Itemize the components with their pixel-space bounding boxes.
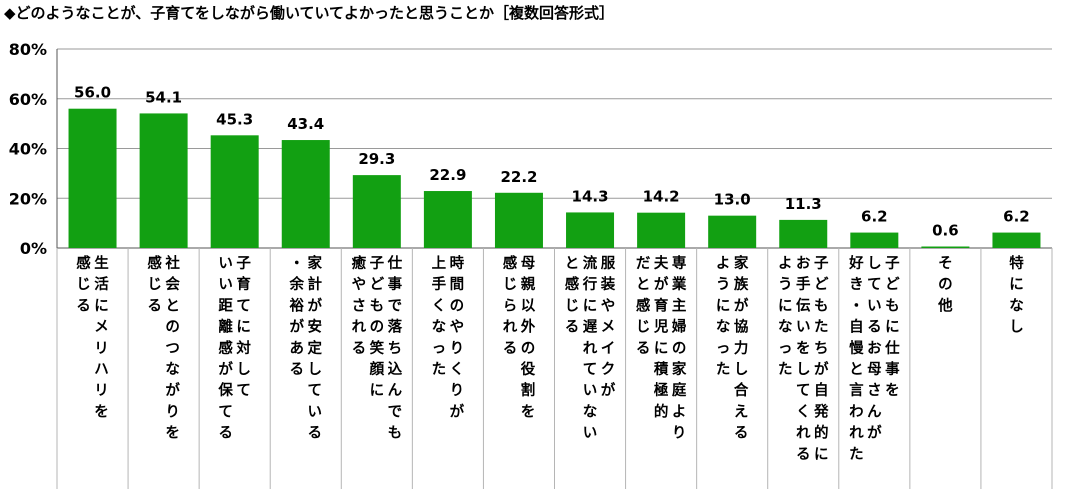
- category-label: 癒やされる: [352, 254, 367, 357]
- category-label: 家計が安定している: [308, 254, 323, 442]
- category-label: お手伝いをしてくれる: [796, 255, 811, 463]
- category-label: 仕事で落ち込んでも: [387, 254, 403, 442]
- data-label: 6.2: [861, 208, 888, 226]
- category-label: ・余裕がある: [289, 256, 305, 378]
- category-label: 夫が育児に積極的: [653, 254, 669, 420]
- bar: [850, 232, 899, 248]
- category-label: 母親以外の役割を: [521, 255, 536, 420]
- bar: [139, 113, 188, 249]
- data-label: 0.6: [932, 222, 959, 240]
- data-label: 6.2: [1003, 208, 1030, 226]
- data-label: 29.3: [358, 150, 395, 168]
- data-label: 11.3: [785, 195, 822, 213]
- category-label: 感じる: [76, 254, 91, 314]
- value-labels: 56.0 54.1 45.3 43.4 29.3 22.9 22.2 14.3 14.2 13.0…: [74, 84, 1030, 240]
- category-label: 子どもに仕事を: [884, 255, 900, 399]
- bar: [210, 135, 259, 248]
- bars: [68, 108, 1041, 249]
- category-label: ようになった: [716, 255, 731, 378]
- category-label: と感じる: [565, 255, 580, 336]
- category-label: いい距離感が保てる: [217, 256, 233, 442]
- category-label: 社会とのつながりを: [164, 254, 180, 442]
- bar: [921, 246, 970, 248]
- category-label: 家族が協力し合える: [733, 254, 749, 442]
- category-label: 感じる: [147, 254, 162, 314]
- category-label: 上手くなった: [432, 255, 447, 378]
- data-label: 54.1: [145, 88, 182, 106]
- y-tick-label: 60%: [9, 90, 47, 109]
- bar: [779, 219, 828, 248]
- data-label: 14.2: [643, 188, 680, 206]
- gridlines: [57, 48, 1052, 199]
- category-label: 流行に遅れていない: [582, 254, 598, 442]
- y-tick-label: 20%: [9, 189, 47, 208]
- bar: [992, 232, 1041, 248]
- bar: [68, 108, 117, 248]
- bar: [708, 215, 757, 248]
- bar: [423, 191, 472, 248]
- category-label: 特になし: [1009, 254, 1024, 336]
- category-label: しているお母さんが: [867, 255, 882, 442]
- category-label: 服装やメイクが: [600, 255, 616, 399]
- category-label: 生活にメリハリを: [94, 254, 109, 420]
- bar: [352, 175, 401, 248]
- bar: [281, 140, 330, 248]
- category-label: 専業主婦の家庭より: [671, 254, 687, 442]
- y-tick-label: 0%: [20, 239, 47, 258]
- data-label: 13.0: [714, 191, 751, 209]
- category-label: ようになった: [778, 255, 793, 378]
- category-label: 子どもたちが自発的に: [813, 255, 829, 463]
- y-tick-label: 40%: [9, 140, 47, 159]
- y-tick-label: 80%: [9, 40, 47, 59]
- category-label: 子育てに対して: [235, 255, 251, 399]
- category-separators: [56, 248, 1053, 489]
- data-label: 22.9: [429, 166, 466, 184]
- bar: [566, 212, 615, 248]
- category-labels: 生活にメリハリを感じる社会とのつながりを感じる子育てに対していい距離感が保てる家…: [76, 254, 1024, 463]
- bar: [494, 192, 543, 248]
- category-label: 子どもの笑顔に: [369, 255, 385, 399]
- category-label: その他: [937, 256, 953, 314]
- category-label: だと感じる: [636, 255, 651, 357]
- chart-title: ◆どのようなことが、子育てをしながら働いていてよかったと思うことか［複数回答形式…: [4, 4, 615, 22]
- data-label: 14.3: [572, 187, 609, 205]
- category-label: 感じられる: [503, 254, 518, 357]
- data-label: 56.0: [74, 84, 111, 102]
- category-label: 好き・自慢と言われた: [848, 254, 864, 463]
- data-label: 22.2: [500, 168, 537, 186]
- category-label: 時間のやりくりが: [450, 255, 465, 420]
- data-label: 45.3: [216, 110, 253, 128]
- bar: [637, 212, 686, 248]
- data-label: 43.4: [287, 115, 324, 133]
